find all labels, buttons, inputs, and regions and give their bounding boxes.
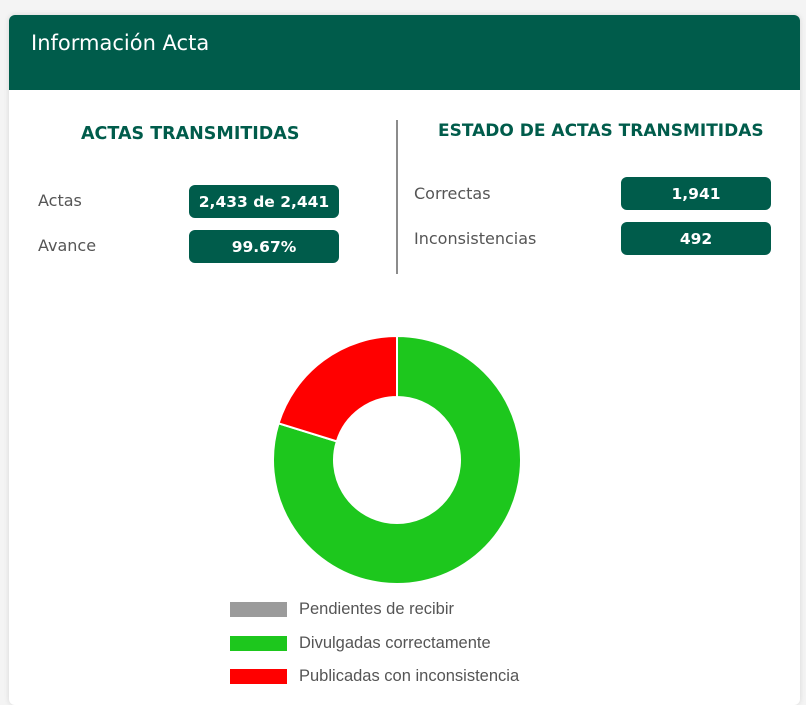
legend-label: Publicadas con inconsistencia <box>299 666 520 685</box>
donut-chart <box>272 334 522 585</box>
inconsistencias-value-badge: 492 <box>621 222 771 255</box>
avance-value-badge: 99.67% <box>189 230 339 263</box>
actas-transmitidas-title: ACTAS TRANSMITIDAS <box>81 124 300 144</box>
legend-item-inconsistencia[interactable]: Publicadas con inconsistencia <box>230 666 519 686</box>
legend-swatch-pendientes <box>230 601 287 617</box>
legend-item-divulgadas[interactable]: Divulgadas correctamente <box>230 633 491 653</box>
chart-area: Pendientes de recibir Divulgadas correct… <box>9 305 800 705</box>
correctas-value-badge: 1,941 <box>621 177 771 210</box>
correctas-label: Correctas <box>414 184 491 203</box>
legend-item-pendientes[interactable]: Pendientes de recibir <box>230 599 454 619</box>
slice-divulgadas[interactable] <box>272 334 522 585</box>
informacion-acta-card: Información Acta ACTAS TRANSMITIDAS Acta… <box>9 15 800 705</box>
card-header: Información Acta <box>9 15 800 90</box>
legend-swatch-divulgadas <box>230 635 287 651</box>
legend-label: Divulgadas correctamente <box>299 633 491 652</box>
stats-panel: ACTAS TRANSMITIDAS Actas 2,433 de 2,441 … <box>9 90 800 303</box>
slice-inconsistencia[interactable] <box>277 334 398 443</box>
actas-label: Actas <box>38 191 82 210</box>
legend-swatch-inconsistencia <box>230 668 287 684</box>
actas-value-badge: 2,433 de 2,441 <box>189 185 339 218</box>
avance-label: Avance <box>38 236 97 255</box>
section-divider <box>396 120 398 274</box>
estado-actas-title: ESTADO DE ACTAS TRANSMITIDAS <box>438 121 764 141</box>
card-title: Información Acta <box>31 31 210 55</box>
inconsistencias-label: Inconsistencias <box>414 229 537 248</box>
legend-label: Pendientes de recibir <box>299 599 455 618</box>
